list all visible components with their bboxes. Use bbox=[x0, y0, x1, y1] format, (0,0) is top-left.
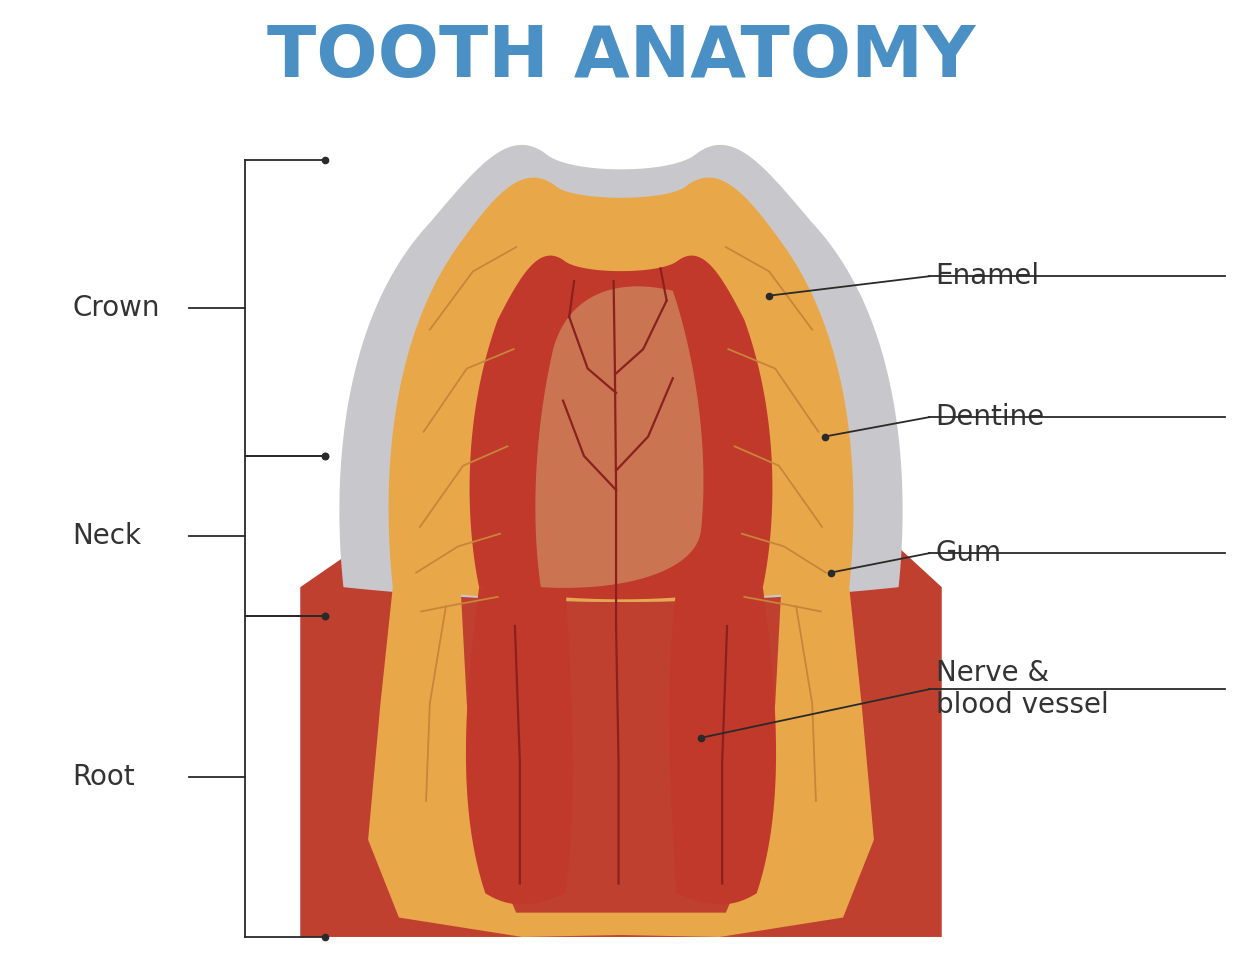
Text: Enamel: Enamel bbox=[935, 263, 1040, 290]
Text: Neck: Neck bbox=[72, 522, 142, 550]
Polygon shape bbox=[469, 256, 773, 600]
Text: Dentine: Dentine bbox=[935, 403, 1045, 431]
Polygon shape bbox=[535, 286, 703, 588]
Text: Nerve &
blood vessel: Nerve & blood vessel bbox=[935, 659, 1108, 719]
Polygon shape bbox=[669, 587, 776, 905]
Polygon shape bbox=[389, 177, 853, 602]
Polygon shape bbox=[466, 587, 573, 905]
Polygon shape bbox=[301, 519, 941, 937]
Text: Gum: Gum bbox=[935, 539, 1002, 567]
Text: Root: Root bbox=[72, 762, 134, 791]
Polygon shape bbox=[339, 145, 903, 602]
Polygon shape bbox=[368, 587, 874, 937]
Text: Crown: Crown bbox=[72, 294, 159, 321]
Text: TOOTH ANATOMY: TOOTH ANATOMY bbox=[267, 24, 975, 92]
